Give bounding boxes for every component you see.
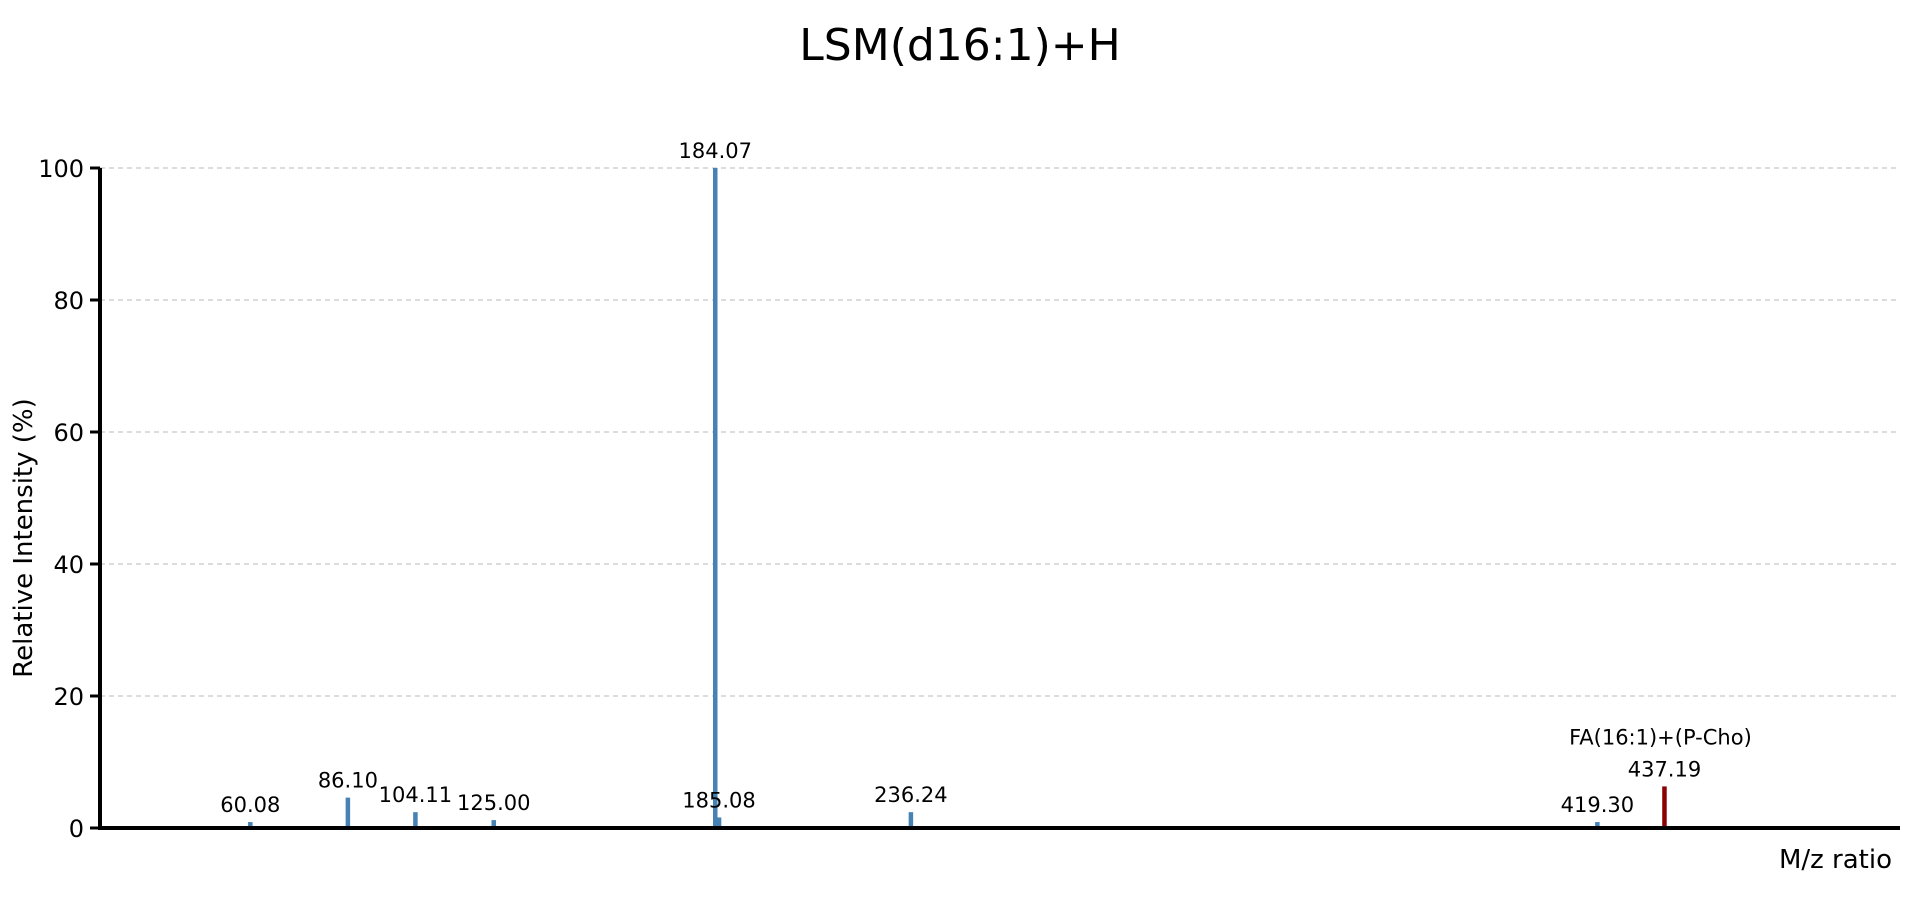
chart-title: LSM(d16:1)+H: [799, 20, 1121, 71]
grid-lines: [100, 167, 1900, 697]
peak-label: 125.00: [457, 791, 530, 815]
peak-label: 437.19: [1628, 757, 1701, 781]
y-tick-label-0: 0: [69, 815, 84, 843]
peaks: [248, 168, 1667, 828]
y-axis-title: Relative Intensity (%): [9, 398, 39, 678]
axes: [98, 168, 1900, 830]
peak-label: 86.10: [318, 769, 378, 793]
x-axis-title: M/z ratio: [1779, 845, 1892, 875]
y-tick-label-100: 100: [38, 155, 84, 183]
peak-label: 60.08: [220, 793, 280, 817]
peak-label: 104.11: [379, 783, 452, 807]
peak-annotation: FA(16:1)+(P-Cho): [1569, 725, 1752, 749]
y-tick-label-80: 80: [53, 287, 84, 315]
y-tick-label-60: 60: [53, 419, 84, 447]
peak-label: 419.30: [1561, 793, 1634, 817]
peak-label: 185.08: [682, 788, 755, 812]
peak-label: 236.24: [874, 783, 947, 807]
y-tick-label-40: 40: [53, 551, 84, 579]
peak-label: 184.07: [679, 139, 752, 163]
y-tick-label-20: 20: [53, 683, 84, 711]
